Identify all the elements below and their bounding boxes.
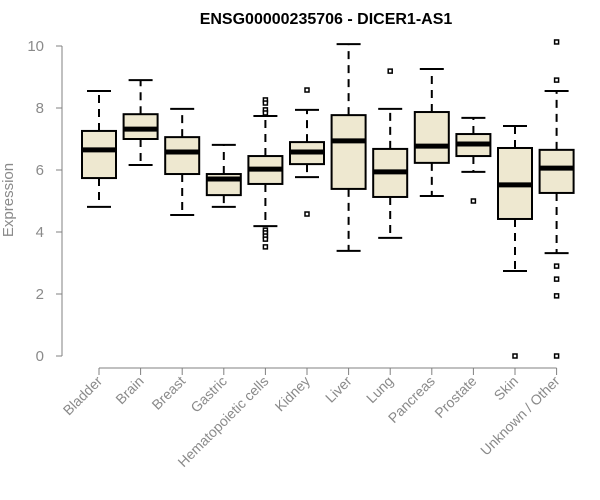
y-axis: 0 2 4 6 8 10 xyxy=(27,38,63,365)
box-group xyxy=(81,89,117,208)
iqr-box xyxy=(330,114,367,190)
boxes-layer xyxy=(81,39,575,359)
iqr-box xyxy=(81,129,117,180)
chart-title: ENSG00000235706 - DICER1-AS1 xyxy=(200,11,453,28)
outlier-point xyxy=(512,353,518,359)
iqr-box xyxy=(538,148,575,194)
x-tick-label: Liver xyxy=(322,373,355,406)
y-tick-label: 10 xyxy=(27,38,44,55)
x-tick-label: Prostate xyxy=(431,373,479,421)
outlier-point xyxy=(304,211,310,217)
outlier-point xyxy=(262,244,269,250)
x-tick-label: Brain xyxy=(112,373,146,407)
box-group xyxy=(538,39,575,359)
box-group xyxy=(497,124,533,359)
iqr-box xyxy=(164,136,201,176)
x-tick-label: Kidney xyxy=(272,373,314,415)
outlier-point xyxy=(553,77,560,83)
y-tick-label: 2 xyxy=(36,286,44,303)
y-tick-label: 4 xyxy=(36,224,44,241)
box-group xyxy=(455,116,492,204)
box-group xyxy=(205,143,242,208)
box-group xyxy=(164,107,201,216)
box-group xyxy=(372,68,409,239)
outlier-point xyxy=(470,198,477,204)
x-tick-label: Bladder xyxy=(60,373,106,419)
outlier-point xyxy=(553,276,560,282)
outlier-point xyxy=(553,39,560,45)
x-tick-label: Breast xyxy=(148,373,188,413)
iqr-box xyxy=(413,111,450,164)
y-tick-label: 8 xyxy=(36,100,44,117)
outlier-point xyxy=(553,353,560,359)
y-axis-label: Expression xyxy=(0,163,17,237)
outlier-point xyxy=(553,263,560,269)
y-tick-label: 6 xyxy=(36,162,44,179)
box-group xyxy=(122,79,159,167)
y-tick-label: 0 xyxy=(36,348,44,365)
box-group xyxy=(247,97,284,250)
outlier-point xyxy=(262,110,269,116)
box-group xyxy=(330,43,367,252)
box-group xyxy=(289,87,325,217)
outlier-point xyxy=(553,293,560,299)
outlier-point xyxy=(262,100,269,106)
outlier-point xyxy=(304,87,310,93)
x-tick-label: Skin xyxy=(491,373,522,404)
outlier-point xyxy=(387,68,393,74)
x-tick-label: Unknown / Other xyxy=(477,373,563,459)
box-group xyxy=(413,67,450,198)
x-tick-label: Lung xyxy=(363,373,396,406)
outlier-point xyxy=(262,236,269,242)
